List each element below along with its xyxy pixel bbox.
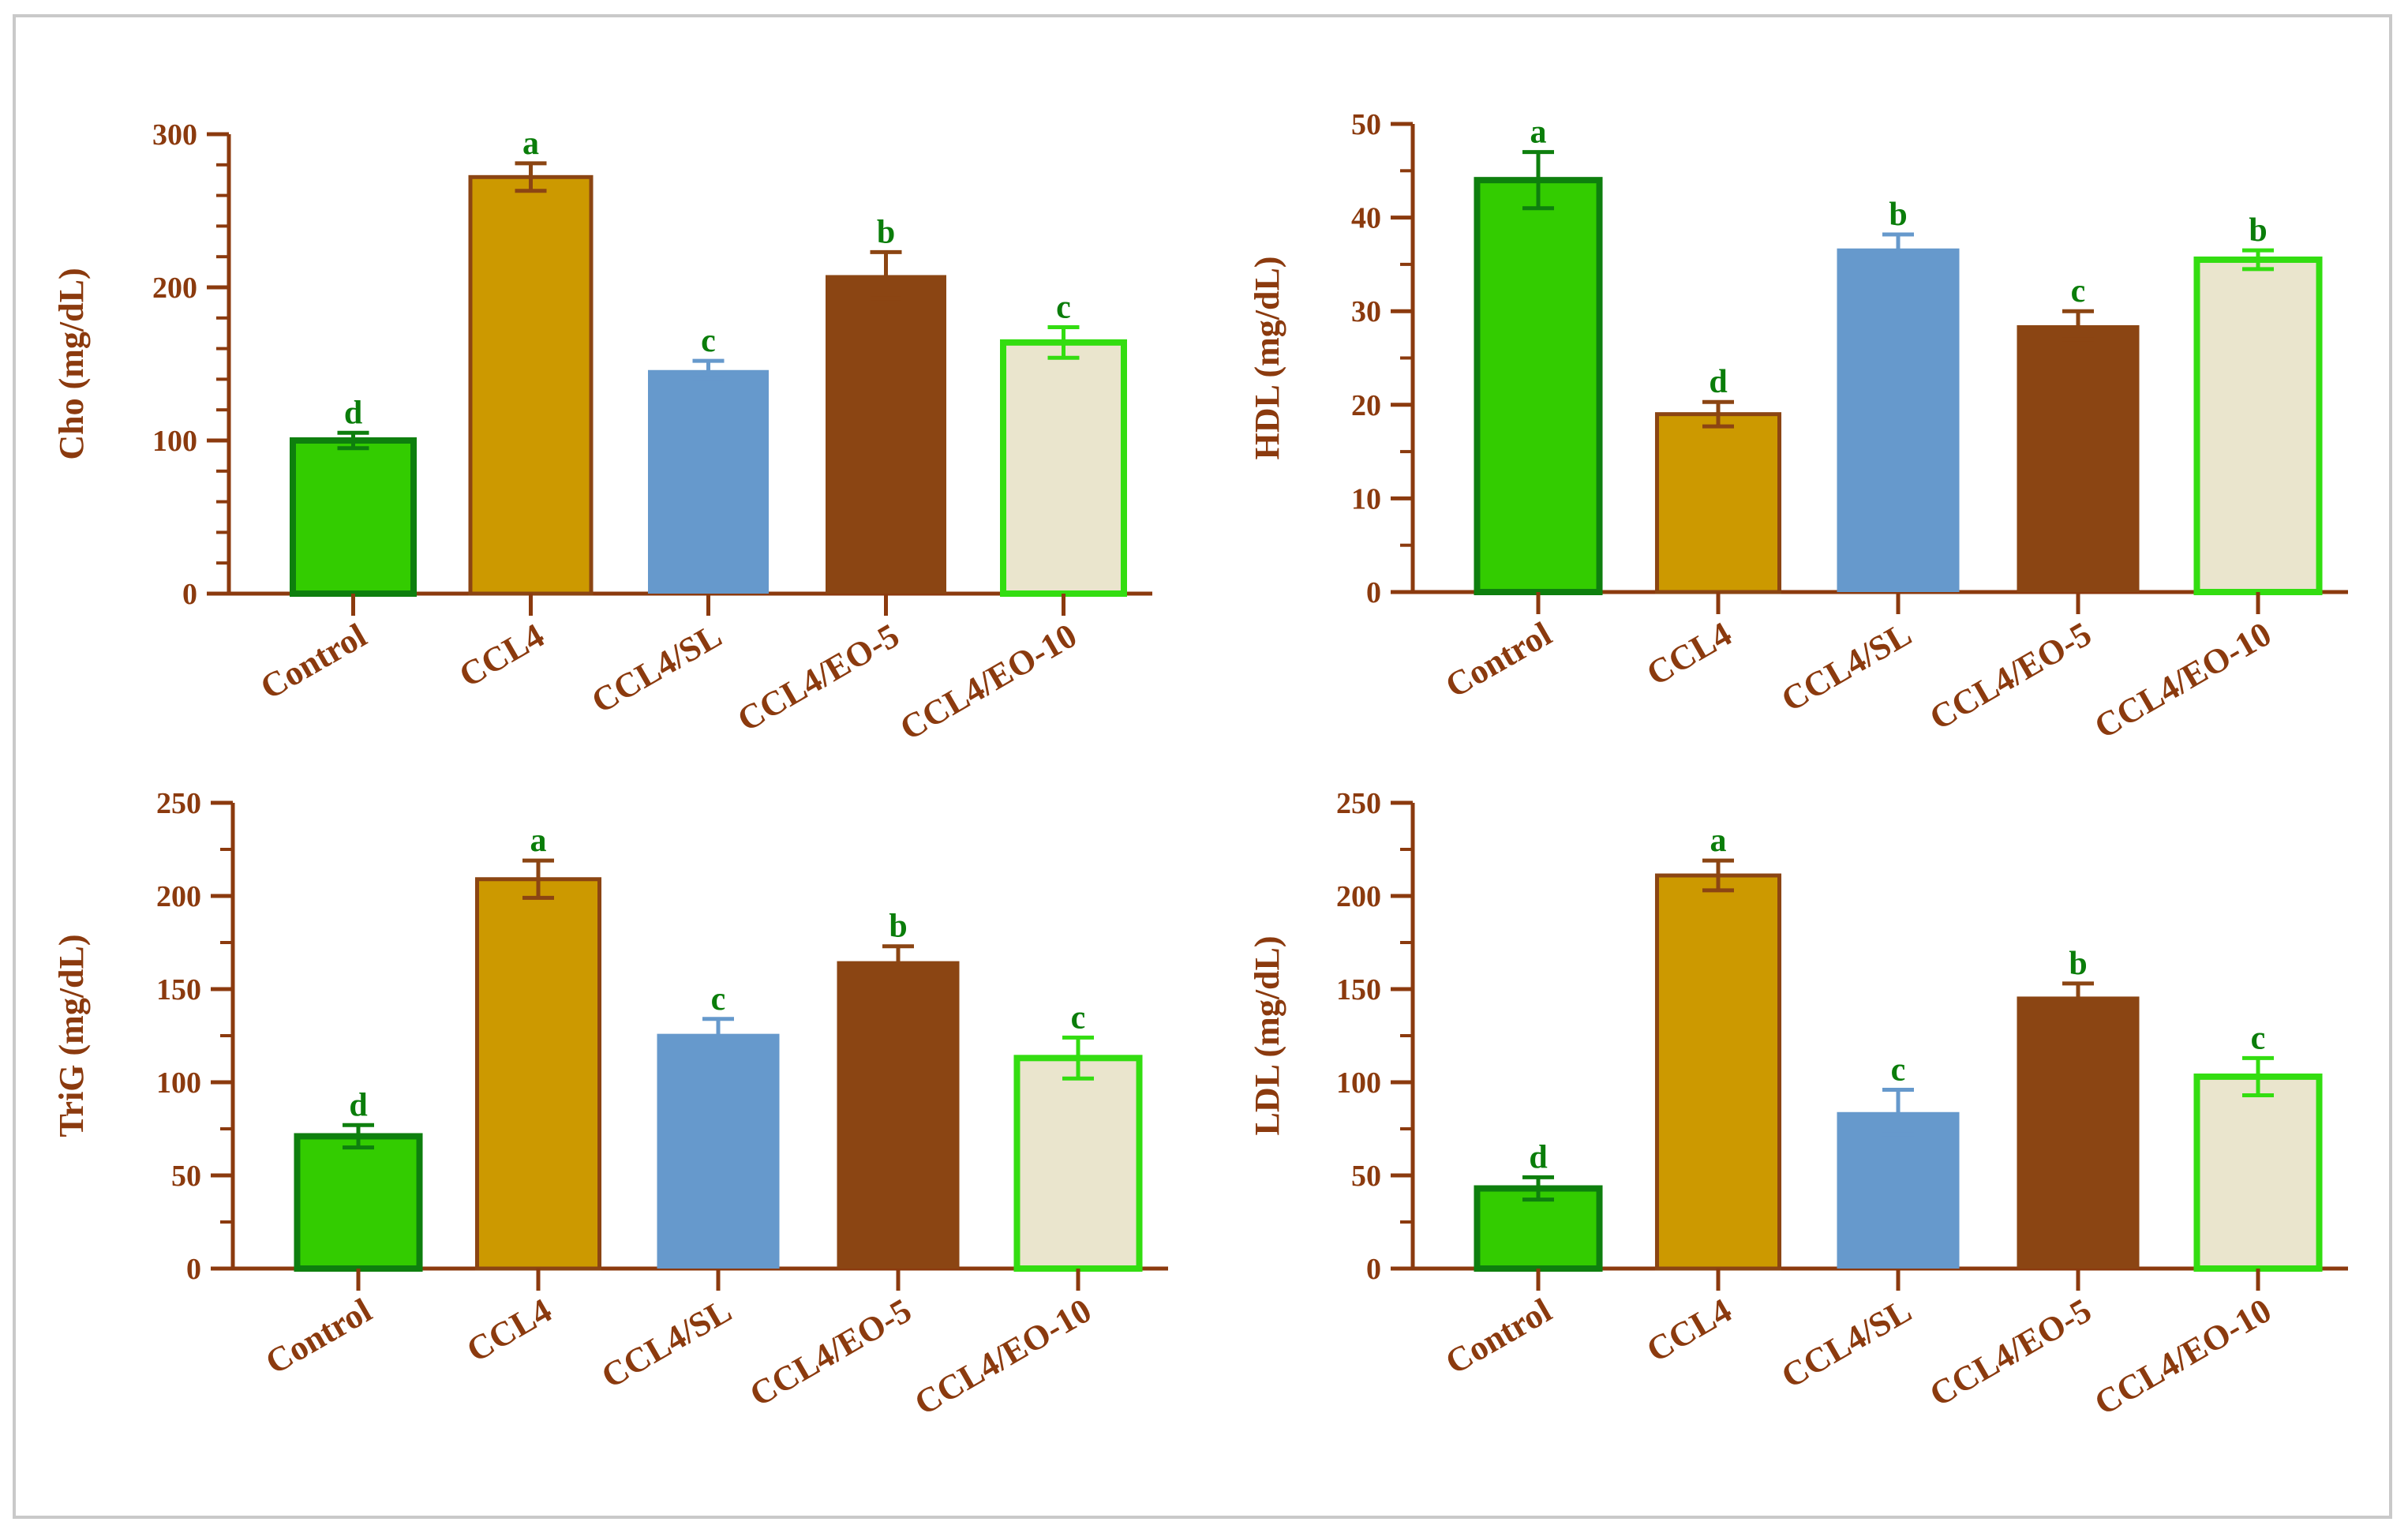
- trig-significance-2: c: [711, 981, 726, 1018]
- trig-bar-2: [657, 1033, 780, 1269]
- hdl-xtick-label-3: CCL4/EO-5: [1923, 614, 2098, 737]
- ldl-xtick-label-1: CCL4: [1640, 1291, 1738, 1370]
- ldl-ytick-label-2: 100: [1336, 1066, 1381, 1100]
- hdl-ytick-label-5: 50: [1351, 108, 1381, 141]
- trig-ytick-label-5: 250: [156, 787, 201, 820]
- cho-xtick-label-2: CCL4/SL: [585, 616, 728, 721]
- hdl-significance-3: c: [2071, 273, 2086, 309]
- cho-significance-1: a: [522, 126, 539, 162]
- hdl-y-axis-label: HDL (mg/dL): [1248, 257, 1286, 460]
- ldl-xtick-label-0: Control: [1439, 1291, 1558, 1381]
- hdl-xtick-label-1: CCL4: [1640, 614, 1738, 693]
- trig-bar-3: [837, 961, 960, 1269]
- hdl-bar-3: [2017, 324, 2140, 592]
- cho-bar-0: [290, 437, 417, 597]
- hdl-bar-2: [1837, 248, 1960, 592]
- ldl-y-axis-label: LDL (mg/dL): [1248, 935, 1286, 1135]
- hdl-significance-4: b: [2249, 212, 2267, 249]
- trig-ytick-label-1: 50: [171, 1160, 201, 1193]
- cho-ytick-label-1: 100: [152, 425, 197, 458]
- cho-bar-1: [468, 174, 594, 596]
- cho-panel: 0 100 200 300 Cho (mg/dL) d Control a CCL4 c CCL4/…: [52, 118, 1152, 748]
- hdl-bar-0: [1474, 177, 1603, 596]
- trig-xtick-label-1: CCL4: [460, 1291, 558, 1370]
- cho-ytick-label-0: 0: [182, 578, 197, 611]
- hdl-ytick-label-2: 20: [1351, 389, 1381, 422]
- hdl-bar-1: [1654, 412, 1782, 594]
- ldl-bar-0: [1474, 1185, 1603, 1273]
- trig-panel: 0 50 100 150 200 250 TriG (mg/dL) d Control a CCL4…: [52, 787, 1168, 1422]
- ldl-ytick-label-4: 200: [1336, 880, 1381, 913]
- ldl-bar-1: [1654, 873, 1782, 1271]
- hdl-ytick-label-0: 0: [1366, 576, 1381, 609]
- ldl-ytick-label-0: 0: [1366, 1253, 1381, 1286]
- hdl-ytick-label-1: 10: [1351, 482, 1381, 515]
- hdl-significance-1: d: [1709, 364, 1727, 400]
- ldl-panel: 0 50 100 150 200 250 LDL (mg/dL) d Control a CCL4 c…: [1248, 787, 2348, 1422]
- ldl-xtick-label-3: CCL4/EO-5: [1923, 1291, 2098, 1414]
- ldl-bar-2: [1837, 1111, 1960, 1269]
- ldl-significance-2: c: [1891, 1051, 1906, 1088]
- trig-significance-3: b: [889, 909, 907, 945]
- cho-xtick-label-3: CCL4/EO-5: [731, 616, 905, 739]
- hdl-xtick-label-2: CCL4/SL: [1775, 614, 1918, 719]
- cho-ytick-label-3: 300: [152, 118, 197, 152]
- ldl-ytick-label-1: 50: [1351, 1160, 1381, 1193]
- ldl-significance-4: c: [2251, 1020, 2266, 1056]
- trig-significance-1: a: [530, 823, 547, 859]
- cho-significance-2: c: [701, 323, 716, 359]
- trig-bar-1: [474, 877, 602, 1271]
- hdl-significance-2: b: [1889, 197, 1907, 233]
- trig-xtick-label-3: CCL4/EO-5: [743, 1291, 918, 1414]
- trig-bar-4: [1013, 1055, 1143, 1272]
- cho-significance-3: b: [877, 214, 895, 250]
- trig-xtick-label-0: Control: [259, 1291, 378, 1381]
- hdl-ytick-label-3: 30: [1351, 295, 1381, 328]
- cho-xtick-label-1: CCL4: [452, 616, 550, 695]
- trig-ytick-label-2: 100: [156, 1066, 201, 1100]
- trig-significance-4: c: [1071, 999, 1086, 1036]
- hdl-bar-4: [2193, 256, 2323, 595]
- hdl-significance-0: a: [1530, 114, 1547, 151]
- trig-ytick-label-0: 0: [186, 1253, 201, 1286]
- ldl-bar-4: [2193, 1073, 2323, 1273]
- ldl-ytick-label-5: 250: [1336, 787, 1381, 820]
- hdl-xtick-label-4: CCL4/EO-10: [2088, 614, 2278, 746]
- ldl-xtick-label-4: CCL4/EO-10: [2088, 1291, 2278, 1422]
- ldl-xtick-label-2: CCL4/SL: [1775, 1291, 1918, 1396]
- trig-xtick-label-2: CCL4/SL: [595, 1291, 738, 1396]
- hdl-panel: 0 10 20 30 40 50 HDL (mg/dL) a Control d CCL4 b CCL4…: [1248, 108, 2348, 746]
- cho-bar-4: [1000, 339, 1127, 597]
- ldl-significance-0: d: [1529, 1139, 1547, 1175]
- trig-ytick-label-3: 150: [156, 973, 201, 1006]
- trig-ytick-label-4: 200: [156, 880, 201, 913]
- cho-significance-0: d: [344, 395, 362, 431]
- trig-significance-0: d: [349, 1087, 367, 1123]
- ldl-significance-3: b: [2069, 946, 2087, 982]
- hdl-xtick-label-0: Control: [1439, 614, 1558, 705]
- cho-xtick-label-0: Control: [254, 616, 373, 707]
- cho-ytick-label-2: 200: [152, 272, 197, 305]
- cho-bar-3: [826, 275, 946, 594]
- cho-bar-2: [648, 369, 769, 594]
- cho-xtick-label-4: CCL4/EO-10: [893, 616, 1083, 748]
- ldl-bar-3: [2017, 996, 2140, 1269]
- trig-y-axis-label: TriG (mg/dL): [52, 934, 91, 1137]
- ldl-significance-1: a: [1710, 823, 1727, 859]
- trig-bar-0: [294, 1133, 423, 1272]
- cho-y-axis-label: Cho (mg/dL): [52, 268, 91, 459]
- hdl-ytick-label-4: 40: [1351, 202, 1381, 235]
- ldl-ytick-label-3: 150: [1336, 973, 1381, 1006]
- trig-xtick-label-4: CCL4/EO-10: [908, 1291, 1098, 1422]
- cho-significance-4: c: [1056, 289, 1071, 325]
